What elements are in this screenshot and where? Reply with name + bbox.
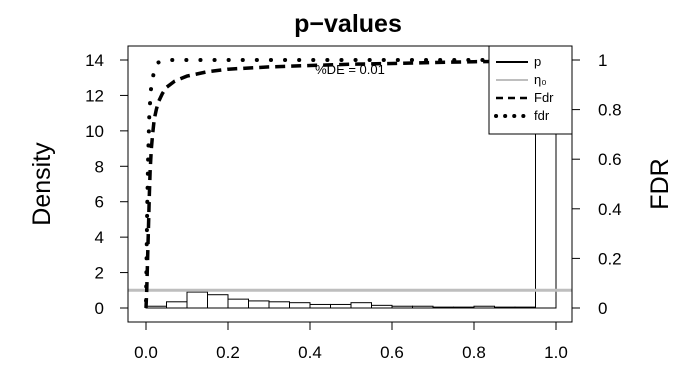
histogram-bar xyxy=(145,305,167,309)
y-tick-label: 0 xyxy=(95,299,104,318)
x-tick-label: 0.6 xyxy=(380,343,404,362)
histogram-bar xyxy=(166,301,188,309)
legend-label: Fdr xyxy=(534,90,554,105)
legend-label: fdr xyxy=(534,108,550,123)
y2-tick-label: 1 xyxy=(598,51,607,70)
histogram-bar xyxy=(391,305,413,309)
x-tick-label: 0.8 xyxy=(462,343,486,362)
y2-tick-label: 0.2 xyxy=(598,249,622,268)
y-axis-fdr: 0 0.2 0.4 0.6 0.8 1 xyxy=(571,51,622,318)
x-tick-label: 1.0 xyxy=(544,343,568,362)
histogram-bar xyxy=(248,300,270,309)
histogram-bar xyxy=(514,306,536,309)
x-tick-label: 0.4 xyxy=(298,343,322,362)
histogram-bar xyxy=(227,298,249,309)
histogram-bar xyxy=(186,291,208,309)
histogram-bar xyxy=(268,301,290,309)
y-tick-label: 14 xyxy=(85,51,104,70)
legend: p η₀ Fdr fdr xyxy=(488,45,573,135)
y2-tick-label: 0.4 xyxy=(598,200,622,219)
histogram-bar xyxy=(432,306,454,309)
fdr-cumulative-curve xyxy=(144,58,557,309)
x-tick-label: 0.0 xyxy=(134,343,158,362)
histogram-bar xyxy=(330,303,352,309)
y2-tick-label: 0.8 xyxy=(598,101,622,120)
y-tick-label: 6 xyxy=(95,193,104,212)
histogram-bar xyxy=(207,294,229,309)
fdr-local-curve xyxy=(144,58,558,303)
histogram-bar xyxy=(289,302,311,309)
legend-label: η₀ xyxy=(534,72,547,87)
y-tick-label: 8 xyxy=(95,157,104,176)
chart-title: p−values xyxy=(294,10,402,38)
y2-tick-label: 0.6 xyxy=(598,150,622,169)
de-annotation: %DE = 0.01 xyxy=(315,62,385,77)
y-axis-label: Density xyxy=(28,142,56,226)
y-axis-density: 0 2 4 6 8 10 12 14 xyxy=(85,51,129,318)
histogram-bar xyxy=(350,302,372,309)
x-axis: 0.0 0.2 0.4 0.6 0.8 1.0 xyxy=(134,321,568,362)
y2-tick-label: 0 xyxy=(598,299,607,318)
y-tick-label: 4 xyxy=(95,228,104,247)
y2-axis-label: FDR xyxy=(646,158,674,209)
histogram-bar xyxy=(494,306,516,309)
y-tick-label: 2 xyxy=(95,264,104,283)
histogram-bar xyxy=(473,305,495,309)
histogram-bar xyxy=(453,306,475,309)
y-tick-label: 10 xyxy=(85,122,104,141)
histogram-bar xyxy=(309,303,331,309)
histogram-bar xyxy=(412,305,434,309)
legend-label: p xyxy=(534,54,541,69)
y-tick-label: 12 xyxy=(85,86,104,105)
histogram-bar xyxy=(371,304,393,309)
legend-box xyxy=(488,45,573,135)
x-tick-label: 0.2 xyxy=(216,343,240,362)
